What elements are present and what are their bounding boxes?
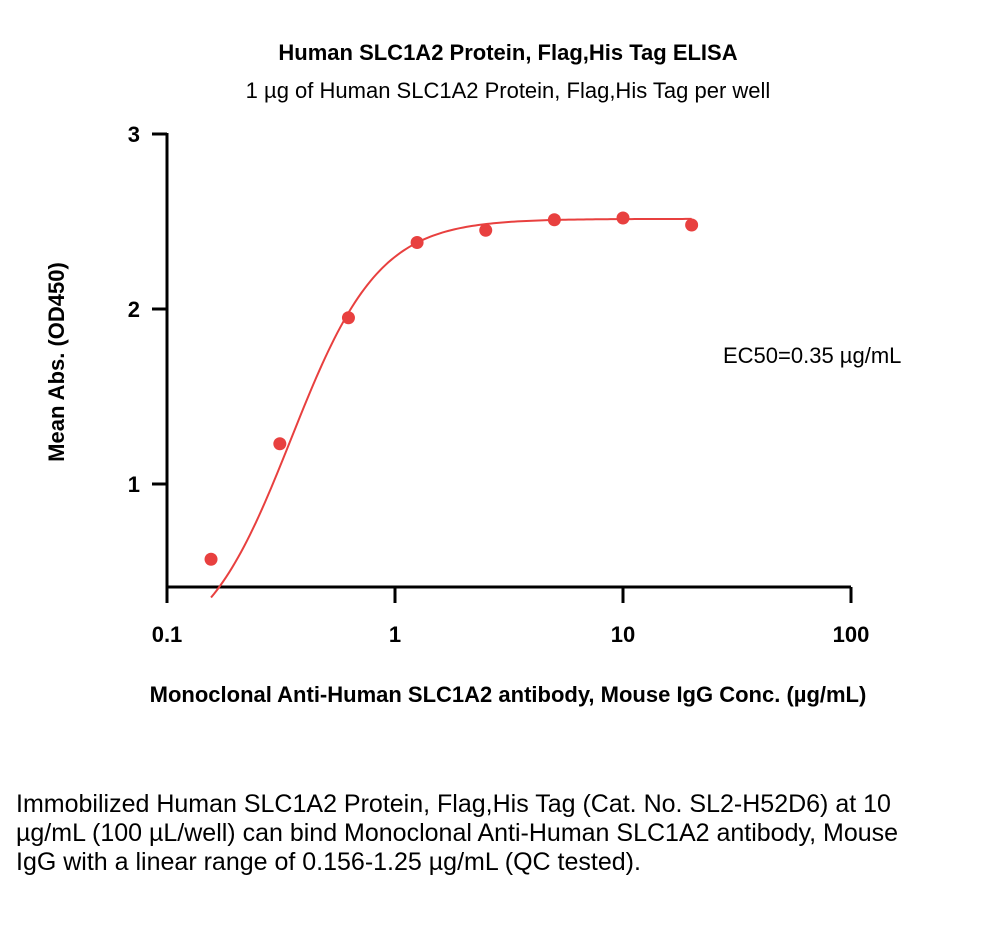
x-axis-label: Monoclonal Anti-Human SLC1A2 antibody, M… [150, 682, 867, 707]
data-point [547, 213, 561, 227]
y-tick-label: 1 [128, 472, 140, 497]
data-point [410, 236, 424, 249]
figure-caption: Immobilized Human SLC1A2 Protein, Flag,H… [16, 790, 899, 876]
y-axis-label: Mean Abs. (OD450) [44, 262, 69, 462]
ec50-annotation: EC50=0.35 µg/mL [723, 343, 901, 368]
axis-ticks: 0.1 1 10 100 1 2 3 [128, 122, 870, 647]
y-tick-label: 3 [128, 122, 140, 147]
data-points [204, 211, 699, 566]
elisa-chart: Human SLC1A2 Protein, Flag,His Tag ELISA… [44, 40, 901, 707]
data-point [685, 218, 699, 232]
data-point [204, 552, 218, 566]
data-point [273, 437, 287, 451]
data-point [616, 211, 630, 225]
x-tick-label: 1 [389, 622, 401, 647]
chart-title: Human SLC1A2 Protein, Flag,His Tag ELISA [278, 40, 737, 65]
data-point [341, 311, 355, 325]
fit-curve [210, 217, 692, 599]
x-tick-label: 100 [833, 622, 870, 647]
data-point [479, 223, 493, 237]
chart-subtitle: 1 µg of Human SLC1A2 Protein, Flag,His T… [246, 78, 771, 103]
y-tick-label: 2 [128, 297, 140, 322]
x-tick-label: 0.1 [152, 622, 183, 647]
x-tick-label: 10 [611, 622, 635, 647]
